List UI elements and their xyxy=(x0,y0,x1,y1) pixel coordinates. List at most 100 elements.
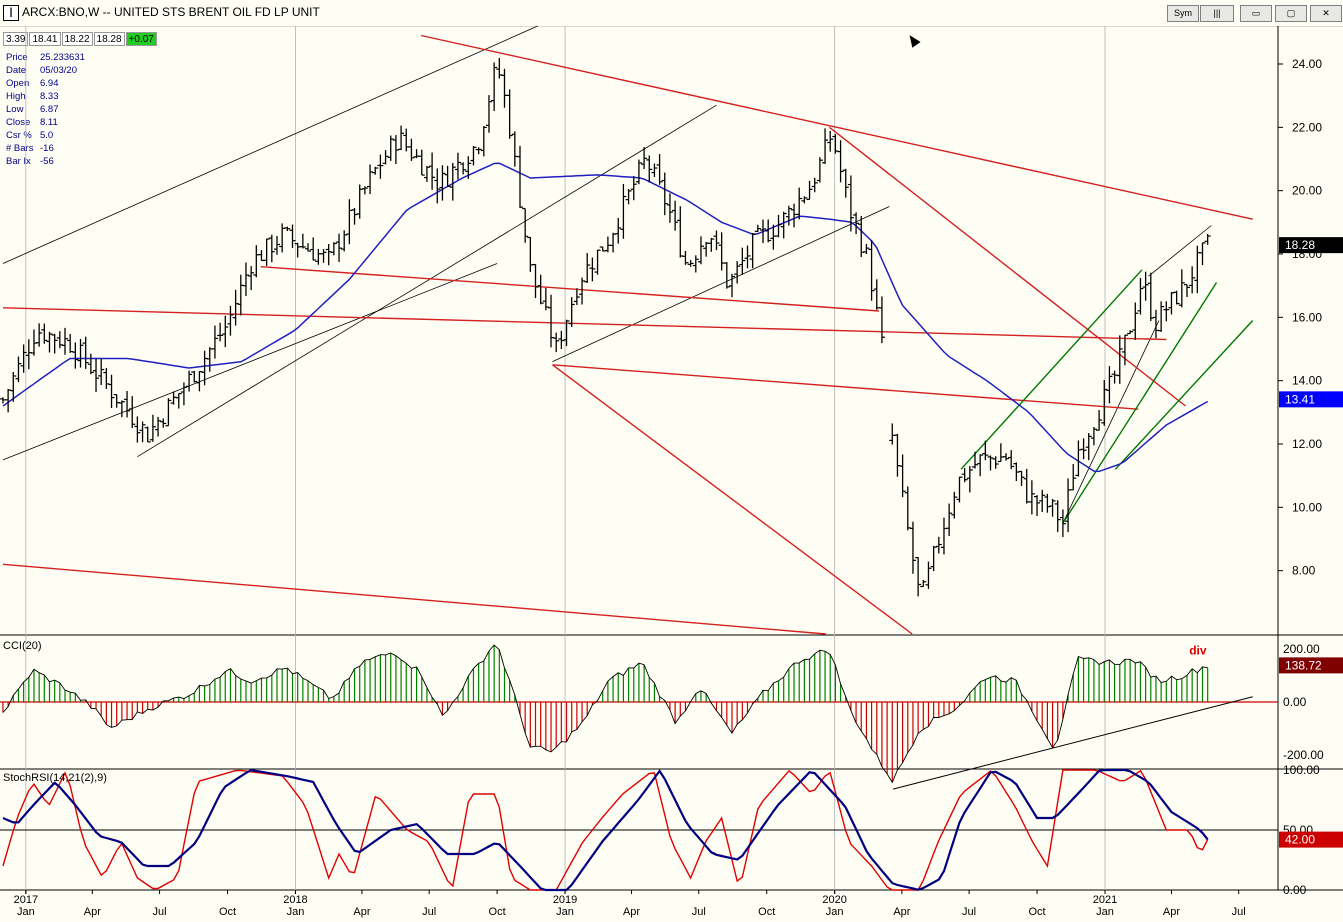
trendline xyxy=(1148,225,1212,277)
info-row: Open 6.94 xyxy=(6,77,85,90)
info-row: Csr % 5.0 xyxy=(6,129,85,142)
cci-panel-title: CCI(20) xyxy=(3,640,42,652)
x-tick-label: Jan xyxy=(556,906,574,918)
x-tick-label: 2019 xyxy=(553,894,577,906)
quote-cell: 18.28 xyxy=(93,32,125,46)
info-row: Price 25.233631 xyxy=(6,51,85,64)
info-row: High 8.33 xyxy=(6,90,85,103)
info-key: Open xyxy=(6,78,30,89)
window-title: ARCX:BNO,W -- UNITED STS BRENT OIL FD LP… xyxy=(22,5,320,19)
y-tick-label: 22.00 xyxy=(1292,120,1322,134)
info-row: Date 05/03/20 xyxy=(6,64,85,77)
maximize-icon[interactable]: ▢ xyxy=(1275,5,1307,22)
x-tick-label: Apr xyxy=(623,906,640,918)
info-value: 25.233631 xyxy=(40,52,85,63)
info-key: Price xyxy=(6,52,28,63)
cci-trendline xyxy=(892,696,1253,790)
cci-value-tag: 138.72 xyxy=(1285,658,1322,672)
info-value: -16 xyxy=(40,143,54,154)
trendline xyxy=(260,265,880,312)
trendline xyxy=(2,263,498,461)
info-value: 05/03/20 xyxy=(40,65,77,76)
quote-cell: 3.39 xyxy=(3,32,29,46)
stochrsi-d-line xyxy=(2,768,1209,892)
trendline xyxy=(960,269,1143,470)
moving-average-line xyxy=(2,162,1209,473)
y-tick-label: 16.00 xyxy=(1292,310,1322,324)
trendline xyxy=(1062,320,1160,524)
cci-value-tag-bg xyxy=(1279,657,1343,674)
info-value: 6.87 xyxy=(40,104,59,115)
stochrsi-k-line xyxy=(2,769,1209,891)
bars-button[interactable]: ||| xyxy=(1200,5,1234,22)
trendline xyxy=(1062,282,1218,524)
info-key: # Bars xyxy=(6,143,34,154)
trendline xyxy=(2,25,538,264)
stoch-tick-label: 100.00 xyxy=(1283,763,1320,777)
quote-cell: 18.41 xyxy=(29,32,61,46)
minimize-icon[interactable]: ▭ xyxy=(1240,5,1272,22)
cursor-info-box: Price 25.233631 Date 05/03/20 Open 6.94 Hig… xyxy=(6,51,85,168)
info-key: Date xyxy=(6,65,27,76)
trendline xyxy=(420,34,1253,220)
info-row: Bar Ix -56 xyxy=(6,155,85,168)
stoch-value-tag-bg xyxy=(1279,831,1343,848)
cci-tick-label: 200.00 xyxy=(1283,642,1320,656)
x-tick-label: 2020 xyxy=(822,894,846,906)
y-tick-label: 14.00 xyxy=(1292,374,1322,388)
trendline xyxy=(2,307,1167,341)
info-key: Low xyxy=(6,104,24,115)
info-row: Low 6.87 xyxy=(6,103,85,116)
x-tick-label: Jan xyxy=(826,906,844,918)
info-key: High xyxy=(6,91,26,102)
stoch-tick-label: 0.00 xyxy=(1283,883,1307,897)
trendline xyxy=(137,104,717,458)
info-value: 8.33 xyxy=(40,91,59,102)
x-tick-label: Oct xyxy=(1028,906,1045,918)
x-tick-label: Oct xyxy=(219,906,236,918)
x-tick-label: Jan xyxy=(1096,906,1114,918)
cci-tick-label: -200.00 xyxy=(1283,748,1324,762)
x-tick-label: Jan xyxy=(287,906,305,918)
moving-average-tag-bg xyxy=(1279,391,1343,408)
x-tick-label: Apr xyxy=(1163,906,1180,918)
x-tick-label: Apr xyxy=(353,906,370,918)
x-tick-label: 2018 xyxy=(283,894,307,906)
info-key: Bar Ix xyxy=(6,156,31,167)
x-tick-label: Oct xyxy=(758,906,775,918)
close-icon[interactable]: ✕ xyxy=(1310,5,1342,22)
x-tick-label: Oct xyxy=(489,906,506,918)
trendline xyxy=(829,126,1186,407)
info-row: Close 8.11 xyxy=(6,116,85,129)
info-row: # Bars -16 xyxy=(6,142,85,155)
last-price-tag-bg xyxy=(1279,237,1343,254)
cci-outline xyxy=(2,644,1208,784)
stochrsi-panel-title: StochRSI(14,21(2),9) xyxy=(3,772,107,784)
moving-average-tag: 13.41 xyxy=(1285,392,1315,406)
x-tick-label: Apr xyxy=(893,906,910,918)
trendline xyxy=(552,364,913,635)
trendline xyxy=(1114,320,1254,470)
quote-cell: 18.22 xyxy=(61,32,93,46)
x-tick-label: 2021 xyxy=(1093,894,1117,906)
cci-tick-label: 0.00 xyxy=(1283,695,1307,709)
trendline xyxy=(552,206,890,363)
x-tick-label: Jul xyxy=(153,906,167,918)
y-tick-label: 24.00 xyxy=(1292,57,1322,71)
info-key: Csr % xyxy=(6,130,32,141)
x-tick-label: Jul xyxy=(962,906,976,918)
quote-bar: 3.39 18.41 18.22 18.28 +0.07 xyxy=(3,32,158,46)
x-tick-label: Jul xyxy=(1232,906,1246,918)
x-tick-label: Jan xyxy=(17,906,35,918)
trendline xyxy=(552,364,1139,410)
x-tick-label: Jul xyxy=(692,906,706,918)
title-bar: | ARCX:BNO,W -- UNITED STS BRENT OIL FD … xyxy=(0,0,1343,27)
app-icon: | xyxy=(3,5,19,21)
info-value: 5.0 xyxy=(40,130,54,141)
stoch-value-tag: 42.00 xyxy=(1285,833,1315,847)
symbol-button[interactable]: Sym xyxy=(1167,5,1199,22)
x-tick-label: Jul xyxy=(422,906,436,918)
info-value: -56 xyxy=(40,156,54,167)
